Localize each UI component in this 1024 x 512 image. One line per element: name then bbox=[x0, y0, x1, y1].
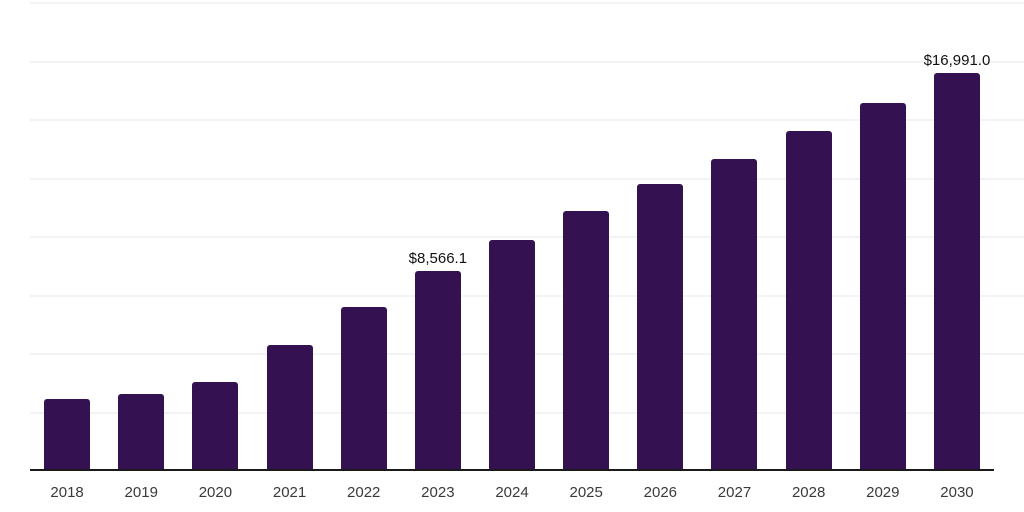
x-tick-label-2019: 2019 bbox=[124, 484, 158, 501]
bar-2025 bbox=[563, 210, 610, 471]
bar-column-2018 bbox=[30, 3, 104, 471]
bar-2021 bbox=[266, 345, 313, 471]
bar-2019 bbox=[118, 394, 165, 471]
bar-2020 bbox=[192, 382, 239, 471]
x-tick-label-2030: 2030 bbox=[940, 484, 974, 501]
bar-2028 bbox=[785, 131, 832, 471]
bar-column-2019 bbox=[104, 3, 178, 471]
x-tick-label-2021: 2021 bbox=[272, 484, 307, 501]
bar-2022 bbox=[340, 306, 387, 471]
plot-area: $8,566.1 $16,991.0 bbox=[30, 3, 994, 471]
bar-column-2028 bbox=[772, 3, 846, 471]
x-tick-label-2018: 2018 bbox=[50, 484, 84, 501]
x-tick-label-2020: 2020 bbox=[198, 484, 233, 501]
bar-column-2023: $8,566.1 bbox=[401, 3, 475, 471]
bar-column-2027 bbox=[697, 3, 771, 471]
bar-column-2021 bbox=[252, 3, 326, 471]
bar-2018 bbox=[44, 399, 91, 471]
bar-2030 bbox=[933, 73, 980, 471]
x-tick-label-2028: 2028 bbox=[791, 484, 826, 501]
x-tick-label-2023: 2023 bbox=[421, 484, 455, 501]
bar-column-2029 bbox=[846, 3, 920, 471]
bar-2026 bbox=[637, 183, 684, 471]
bar-column-2030: $16,991.0 bbox=[920, 3, 994, 471]
bar-2024 bbox=[489, 239, 536, 471]
x-tick-label-2024: 2024 bbox=[495, 484, 529, 501]
bar-2029 bbox=[859, 102, 906, 471]
bar-column-2026 bbox=[623, 3, 697, 471]
data-label-2030: $16,991.0 bbox=[923, 52, 991, 70]
x-axis-tick-labels: 2018 2019 2020 2021 2022 2023 2024 2025 2026 2027… bbox=[30, 482, 994, 504]
x-tick-label-2026: 2026 bbox=[643, 484, 678, 501]
x-axis-line bbox=[30, 469, 994, 471]
bar-2027 bbox=[711, 158, 758, 471]
x-tick-label-2029: 2029 bbox=[866, 484, 900, 501]
x-tick-label-2022: 2022 bbox=[347, 484, 381, 501]
bars-layer: $8,566.1 $16,991.0 bbox=[30, 3, 994, 471]
bar-column-2025 bbox=[549, 3, 623, 471]
bar-column-2024 bbox=[475, 3, 549, 471]
bar-column-2022 bbox=[327, 3, 401, 471]
bar-column-2020 bbox=[178, 3, 252, 471]
x-tick-label-2027: 2027 bbox=[717, 484, 752, 501]
x-tick-label-2025: 2025 bbox=[569, 484, 603, 501]
bar-2023 bbox=[414, 270, 461, 471]
data-label-2023: $8,566.1 bbox=[408, 249, 468, 267]
